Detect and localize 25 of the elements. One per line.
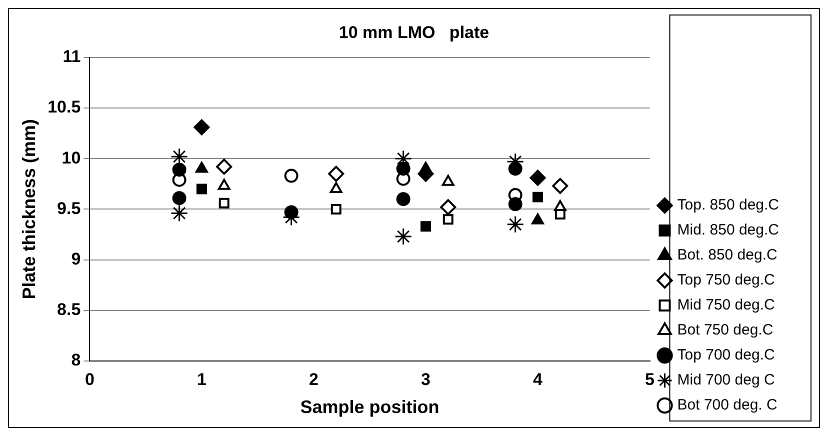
y-tick-label: 10.5	[48, 98, 81, 117]
y-tick-label: 10	[62, 148, 81, 168]
x-tick-label: 1	[196, 370, 206, 389]
legend-label: Top 750 deg.C	[677, 272, 775, 289]
y-tick-label: 8.5	[57, 300, 81, 320]
chart-title: 10 mm LMO plate	[338, 22, 490, 42]
x-tick-label: 5	[645, 370, 654, 389]
legend-label: Bot. 850 deg.C	[677, 246, 778, 264]
x-tick-label: 2	[308, 370, 318, 389]
legend-label: Mid 750 deg.C	[677, 296, 775, 314]
x-tick-label: 4	[533, 370, 544, 389]
x-tick-label: 0	[84, 370, 94, 389]
legend-label: Mid 700 deg C	[677, 372, 775, 389]
y-axis-title: Plate thickness (mm)	[18, 119, 39, 300]
legend-label: Top. 850 deg.C	[677, 196, 780, 214]
legend-label: Top 700 deg.C	[677, 346, 775, 364]
y-tick-label: 9	[71, 249, 81, 268]
x-axis-title: Sample position	[300, 397, 440, 418]
x-tick-label: 3	[420, 370, 430, 389]
legend-label: Bot 700 deg. C	[677, 396, 778, 414]
y-tick-label: 8	[71, 350, 81, 370]
y-tick-label: 11	[62, 47, 81, 66]
legend-label: Mid. 850 deg.C	[677, 222, 780, 239]
y-tick-label: 9.5	[57, 198, 81, 218]
legend-label: Bot 750 deg.C	[677, 322, 774, 339]
